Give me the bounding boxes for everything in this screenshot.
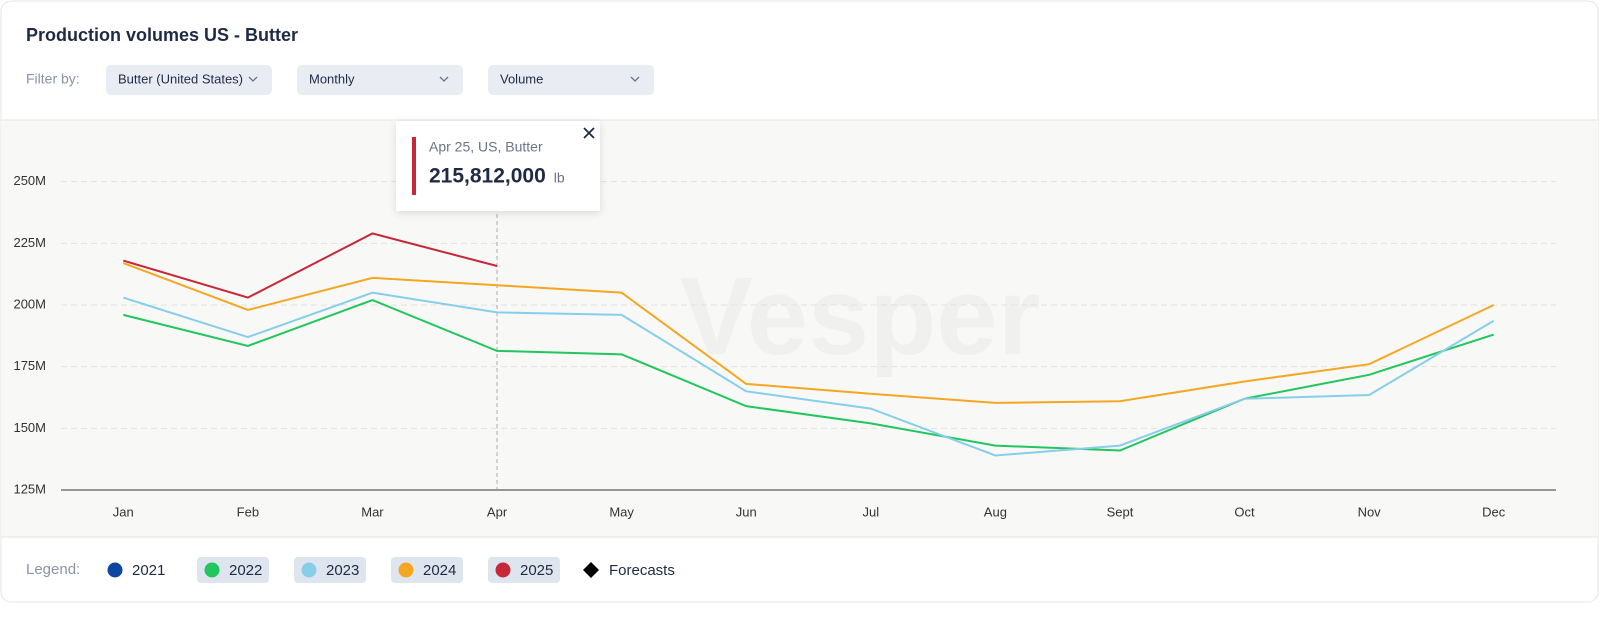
tooltip-title: Apr 25, US, Butter <box>429 139 543 155</box>
y-tick-label: 200M <box>13 296 46 311</box>
y-tick-label: 175M <box>13 358 46 373</box>
watermark: Vesper <box>680 255 1041 378</box>
legend-swatch[interactable] <box>398 562 414 578</box>
y-tick-label: 225M <box>13 235 46 250</box>
legend-diamond[interactable] <box>583 562 599 578</box>
filter-label: Filter by: <box>26 71 80 87</box>
x-tick-label: Apr <box>487 504 508 519</box>
legend-swatch[interactable] <box>107 562 123 578</box>
y-tick-label: 150M <box>13 420 46 435</box>
tooltip <box>396 121 600 211</box>
chevron[interactable] <box>248 76 258 82</box>
series-line <box>122 262 1495 404</box>
legend-text[interactable]: 2025 <box>520 562 553 579</box>
x-tick-label: Nov <box>1358 504 1382 519</box>
dropdown-label[interactable]: Monthly <box>309 71 355 86</box>
chevron[interactable] <box>439 76 449 82</box>
x-tick-label: Dec <box>1482 504 1506 519</box>
x-tick-label: Sept <box>1107 504 1134 519</box>
dropdown[interactable] <box>297 65 463 95</box>
series-line <box>123 232 498 299</box>
dropdown[interactable] <box>488 65 654 95</box>
chevron[interactable] <box>630 76 640 82</box>
dropdown[interactable] <box>106 65 272 95</box>
legend-swatch[interactable] <box>495 562 511 578</box>
y-tick-label: 125M <box>13 481 46 496</box>
x-tick-label: Aug <box>984 504 1007 519</box>
y-tick-label: 250M <box>13 173 46 188</box>
legend-text[interactable]: 2024 <box>423 562 456 579</box>
tooltip-unit: lb <box>554 170 565 186</box>
dropdown-label[interactable]: Volume <box>500 71 543 86</box>
close-icon[interactable] <box>583 127 595 139</box>
x-tick-label: Feb <box>237 504 259 519</box>
dropdown-label[interactable]: Butter (United States) <box>118 71 243 86</box>
legend-label: Legend: <box>26 561 80 578</box>
legend-swatch[interactable] <box>204 562 220 578</box>
series-line <box>122 291 1495 457</box>
legend-text[interactable]: Forecasts <box>609 562 675 579</box>
x-tick-label: Jan <box>113 504 134 519</box>
chart-area <box>1 120 1598 537</box>
legend-swatch[interactable] <box>301 562 317 578</box>
legend-text[interactable]: 2023 <box>326 562 359 579</box>
x-tick-label: May <box>609 504 634 519</box>
series-line <box>123 298 1495 452</box>
tooltip-value: 215,812,000 <box>429 165 546 188</box>
x-tick-label: Mar <box>361 504 384 519</box>
x-tick-label: Oct <box>1234 504 1255 519</box>
legend-text[interactable]: 2021 <box>132 562 165 579</box>
title: Production volumes US - Butter <box>26 25 298 45</box>
tooltip-accent <box>412 137 416 195</box>
x-tick-label: Jun <box>736 504 757 519</box>
x-tick-label: Jul <box>862 504 879 519</box>
legend-text[interactable]: 2022 <box>229 562 262 579</box>
